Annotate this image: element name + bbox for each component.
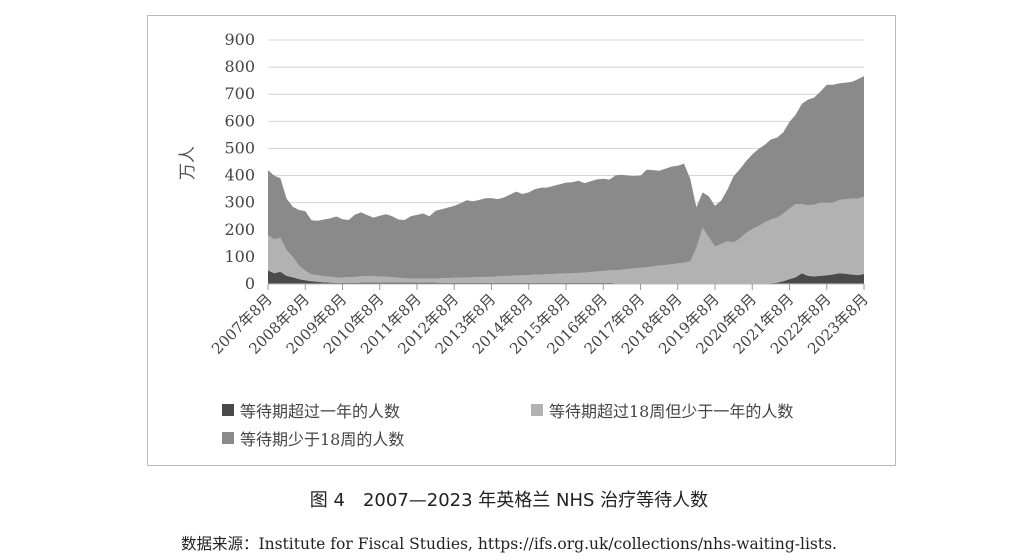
chart-svg: 01002003004005006007008009002007年8月2008年…: [178, 30, 872, 358]
area-series-3: [268, 76, 864, 279]
y-tick-label: 200: [224, 220, 255, 239]
y-tick-label: 500: [224, 138, 255, 157]
legend-swatch-mid: [222, 432, 234, 444]
y-tick-label: 900: [224, 30, 255, 49]
y-tick-label: 800: [224, 57, 255, 76]
y-axis-label: 万人: [178, 146, 198, 180]
legend-item-over-one-year: 等待期超过一年的人数: [222, 398, 400, 422]
y-tick-label: 0: [245, 274, 255, 293]
legend-label: 等待期超过一年的人数: [240, 402, 401, 421]
area-series-2: [268, 196, 864, 284]
y-tick-label: 400: [224, 166, 255, 185]
chart-frame: [147, 15, 896, 466]
legend-item-under-18-weeks: 等待期少于18周的人数: [222, 426, 404, 450]
legend-item-18-weeks-to-one-year: 等待期超过18周但少于一年的人数: [531, 398, 793, 422]
legend-swatch-light: [531, 404, 543, 416]
y-tick-label: 700: [224, 84, 255, 103]
area-layer: [268, 76, 864, 284]
legend-label: 等待期少于18周的人数: [240, 430, 405, 449]
figure-caption: 图 4 2007—2023 年英格兰 NHS 治疗等待人数: [309, 490, 709, 511]
area-series-1: [268, 270, 864, 284]
y-tick-label: 100: [224, 247, 255, 266]
legend-label: 等待期超过18周但少于一年的人数: [549, 402, 794, 421]
data-source-note: 数据来源：Institute for Fiscal Studies, https…: [181, 535, 837, 553]
y-tick-label: 600: [224, 111, 255, 130]
y-tick-label: 300: [224, 193, 255, 212]
legend-swatch-dark: [222, 404, 234, 416]
